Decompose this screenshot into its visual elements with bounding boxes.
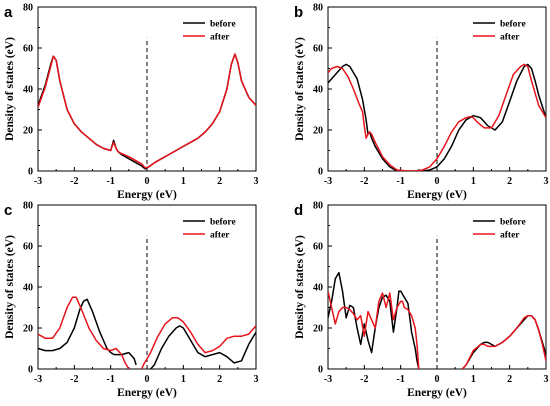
y-axis-label: Density of states (eV) [4,37,16,141]
x-tick-label: 3 [254,176,259,187]
y-axis-label: Density of states (eV) [4,235,16,339]
x-tick-label: -2 [360,374,368,385]
x-tick-label: 3 [544,176,549,187]
panel-b: -3 -2 -1 0 1 2 3 0 20 40 60 80 Energy (eV) Density of… [294,3,549,202]
y-tick-label: 20 [313,126,323,137]
y-tick-label: 40 [23,85,33,96]
y-tick-label: 0 [318,365,323,376]
y-axis-label: Density of states (eV) [294,235,306,339]
x-tick-label: -3 [34,176,42,187]
x-tick-label: -1 [396,374,404,385]
legend-label-after: after [500,231,520,241]
y-tick-label: 80 [313,201,323,212]
x-tick-label: 1 [181,374,186,385]
legend-label-after: after [210,33,230,43]
legend-label-after: after [210,231,230,241]
x-tick-label: -1 [106,374,114,385]
y-tick-label: 40 [23,283,33,294]
legend-label-before: before [210,20,236,30]
legend-label-before: before [500,218,526,228]
x-tick-label: 3 [544,374,549,385]
panel-letter: b [294,4,303,21]
x-tick-label: -1 [396,176,404,187]
x-tick-label: 0 [435,374,440,385]
series-line-after [328,63,546,171]
legend-label-before: before [500,20,526,30]
x-tick-label: -2 [70,176,78,187]
y-tick-label: 60 [313,242,323,253]
y-tick-label: 0 [318,167,323,178]
panel-letter: c [4,202,12,219]
x-axis-label: Energy (eV) [117,387,177,399]
x-tick-label: 0 [435,176,440,187]
panel-c: -3 -2 -1 0 1 2 3 0 20 40 60 80 Energy (eV) Density of… [4,201,259,400]
x-tick-label: -3 [324,374,332,385]
x-axis-label: Energy (eV) [407,189,467,201]
x-tick-label: 1 [181,176,186,187]
x-tick-label: 3 [254,374,259,385]
y-tick-label: 20 [23,126,33,137]
x-tick-label: -3 [324,176,332,187]
y-tick-label: 80 [313,3,323,14]
y-tick-label: 80 [23,3,33,14]
y-tick-label: 40 [313,85,323,96]
series-line-before [328,63,546,171]
x-tick-label: -3 [34,374,42,385]
x-tick-label: 1 [471,176,476,187]
legend-label-before: before [210,218,236,228]
x-tick-label: 2 [507,176,512,187]
y-tick-label: 60 [23,242,33,253]
panel-d: -3 -2 -1 0 1 2 3 0 20 40 60 80 Energy (eV) Density of… [294,201,549,400]
panel-letter: d [294,202,303,219]
y-tick-label: 60 [313,44,323,55]
series-line-after [328,290,546,369]
y-tick-label: 0 [28,167,33,178]
x-tick-label: 2 [217,374,222,385]
y-tick-label: 40 [313,283,323,294]
x-tick-label: 0 [145,374,150,385]
x-tick-label: -2 [70,374,78,385]
x-tick-label: 1 [471,374,476,385]
y-tick-label: 80 [23,201,33,212]
x-tick-label: -2 [360,176,368,187]
x-tick-label: 2 [507,374,512,385]
x-tick-label: 2 [217,176,222,187]
y-tick-label: 20 [23,324,33,335]
x-axis-label: Energy (eV) [407,387,467,399]
y-tick-label: 0 [28,365,33,376]
series-line-after [38,296,256,369]
legend-label-after: after [500,33,520,43]
panel-letter: a [4,4,13,21]
x-tick-label: 0 [145,176,150,187]
x-axis-label: Energy (eV) [117,189,177,201]
x-tick-label: -1 [106,176,114,187]
series-line-after [38,53,256,169]
panel-a: -3 -2 -1 0 1 2 3 0 20 40 60 80 Energy (eV) Density of… [4,3,259,202]
y-tick-label: 20 [313,324,323,335]
y-tick-label: 60 [23,44,33,55]
series-line-before [38,298,256,369]
y-axis-label: Density of states (eV) [294,37,306,141]
